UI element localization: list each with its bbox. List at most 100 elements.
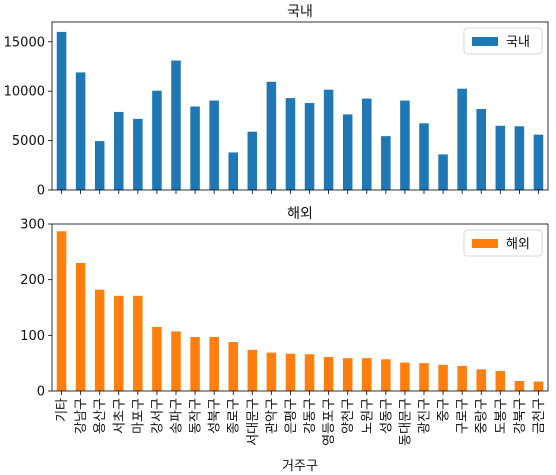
bar bbox=[304, 354, 315, 391]
x-tick-label: 종로구 bbox=[227, 398, 242, 434]
chart-title: 해외 bbox=[287, 206, 313, 222]
x-tick-label: 금천구 bbox=[532, 398, 547, 434]
x-tick-label: 동작구 bbox=[189, 398, 204, 434]
bar bbox=[476, 108, 486, 190]
bar bbox=[381, 136, 391, 190]
legend-swatch bbox=[472, 239, 498, 248]
bar bbox=[362, 358, 372, 391]
y-tick-label: 100 bbox=[20, 329, 45, 344]
bar bbox=[56, 231, 67, 391]
bar bbox=[304, 103, 315, 190]
x-tick-label: 용산구 bbox=[93, 398, 108, 434]
x-tick-label: 송파구 bbox=[170, 398, 185, 434]
chart-0: 국내 0 5000 10000 15000 국내 bbox=[4, 4, 549, 199]
bar bbox=[323, 357, 334, 391]
bar bbox=[266, 352, 277, 391]
x-tick-label: 양천구 bbox=[341, 398, 356, 434]
chart-1: 해외 0 100 200 300 기타 강남구 용산구 서초구 마포구 강서구 송파구 동작구 성북구 종로… bbox=[20, 206, 549, 474]
x-tick-label: 중구 bbox=[437, 398, 452, 422]
bar bbox=[419, 123, 429, 190]
y-tick-label: 10000 bbox=[4, 85, 45, 100]
bar bbox=[228, 342, 238, 391]
y-tick-label: 15000 bbox=[4, 35, 45, 50]
bar bbox=[514, 126, 525, 190]
x-tick-label: 광진구 bbox=[418, 398, 433, 434]
bar bbox=[533, 381, 544, 391]
x-tick-label: 강동구 bbox=[303, 398, 318, 434]
bar bbox=[190, 106, 200, 190]
x-tick-label: 영등포구 bbox=[322, 398, 337, 446]
x-tick-label: 은평구 bbox=[284, 398, 299, 434]
y-tick-label: 0 bbox=[37, 184, 45, 199]
bar bbox=[457, 365, 467, 391]
axes-frame bbox=[51, 223, 549, 392]
bar bbox=[171, 331, 181, 391]
bar bbox=[514, 380, 525, 391]
bar bbox=[495, 370, 506, 391]
bar bbox=[94, 141, 105, 190]
bar bbox=[75, 72, 86, 190]
bar bbox=[152, 90, 162, 190]
legend-swatch bbox=[472, 37, 498, 46]
legend: 국내 bbox=[463, 27, 543, 55]
bar bbox=[400, 362, 410, 391]
x-tick-label: 서대문구 bbox=[246, 398, 261, 446]
bar bbox=[171, 60, 181, 191]
x-tick-label: 성동구 bbox=[379, 398, 394, 434]
legend-box bbox=[463, 27, 543, 55]
x-tick-label: 도봉구 bbox=[494, 398, 509, 434]
y-tick-label: 0 bbox=[37, 385, 45, 400]
legend-box bbox=[463, 229, 543, 257]
bar bbox=[266, 81, 277, 190]
x-tick-label: 강남구 bbox=[74, 398, 89, 434]
bar bbox=[285, 353, 296, 391]
x-tick-label: 동대문구 bbox=[398, 398, 413, 446]
x-axis-label: 거주구 bbox=[282, 459, 318, 474]
y-tick-label: 5000 bbox=[12, 134, 45, 149]
x-tick-label: 서초구 bbox=[112, 398, 127, 434]
x-tick-label: 기타 bbox=[55, 398, 70, 422]
x-tick-label: 노원구 bbox=[360, 398, 375, 434]
bar bbox=[75, 262, 86, 391]
bar bbox=[533, 134, 544, 190]
legend-label: 해외 bbox=[506, 237, 530, 252]
axes-frame bbox=[51, 21, 549, 191]
bar bbox=[457, 88, 467, 190]
bar bbox=[438, 364, 448, 391]
bar bbox=[476, 369, 486, 391]
x-tick-label: 성북구 bbox=[208, 398, 223, 434]
bar bbox=[114, 295, 124, 391]
bar bbox=[190, 337, 200, 391]
legend-label: 국내 bbox=[506, 35, 530, 50]
bar bbox=[323, 89, 334, 190]
legend: 해외 bbox=[463, 229, 543, 257]
bar bbox=[285, 98, 296, 190]
bar bbox=[133, 295, 143, 391]
bar bbox=[419, 363, 429, 391]
bar bbox=[228, 152, 238, 190]
bar bbox=[209, 337, 219, 391]
bar bbox=[94, 289, 105, 391]
bar bbox=[114, 111, 124, 190]
x-tick-label: 구로구 bbox=[456, 398, 471, 434]
bar bbox=[400, 100, 410, 190]
bar bbox=[209, 100, 219, 190]
bar bbox=[342, 358, 353, 391]
bar bbox=[438, 154, 448, 190]
x-tick-label: 중랑구 bbox=[475, 398, 490, 434]
x-tick-label: 마포구 bbox=[131, 398, 146, 434]
bar bbox=[495, 125, 506, 190]
x-tick-label: 강서구 bbox=[150, 398, 165, 434]
x-tick-label: 관악구 bbox=[265, 398, 280, 434]
y-tick-label: 300 bbox=[20, 218, 45, 233]
bar bbox=[133, 118, 143, 190]
bar bbox=[56, 31, 67, 190]
bar bbox=[362, 98, 372, 190]
bar bbox=[247, 349, 258, 391]
chart-title: 국내 bbox=[287, 4, 313, 20]
y-tick-label: 200 bbox=[20, 273, 45, 288]
bar bbox=[247, 131, 258, 190]
bar bbox=[381, 359, 391, 391]
x-tick-label: 강북구 bbox=[513, 398, 528, 434]
bar bbox=[152, 326, 162, 391]
